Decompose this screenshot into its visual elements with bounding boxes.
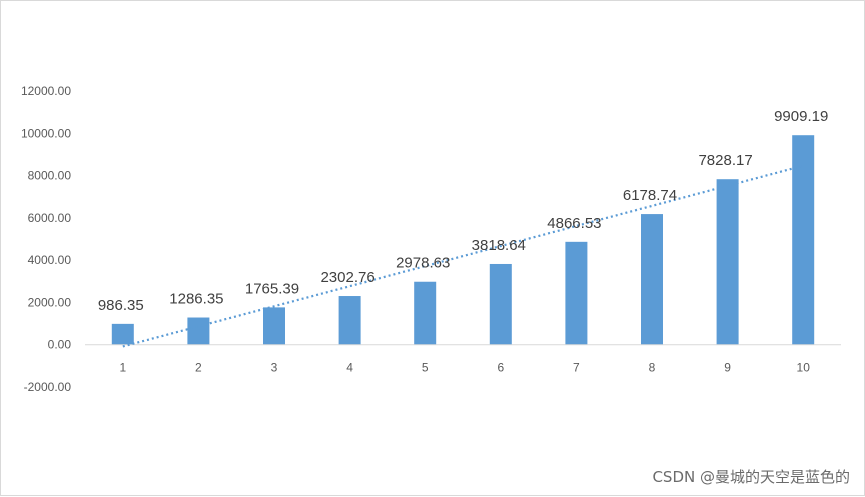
x-tick-label: 10: [797, 361, 811, 375]
y-tick-label: 6000.00: [28, 211, 72, 225]
bar: [111, 323, 134, 345]
y-tick-label: -2000.00: [24, 380, 72, 394]
bar: [414, 281, 437, 345]
bar: [187, 317, 210, 345]
data-label: 4866.53: [547, 215, 601, 232]
x-tick-label: 1: [119, 361, 126, 375]
bar: [338, 296, 361, 345]
data-label: 3818.64: [472, 237, 526, 254]
data-label: 1286.35: [169, 291, 223, 308]
linear-trendline: [122, 164, 804, 348]
data-label: 9909.19: [774, 108, 828, 125]
bar: [263, 307, 285, 345]
y-axis-ticks: -2000.00 0.00 2000.00 4000.00 6000.00 8000.00…: [21, 84, 71, 394]
bar: [565, 241, 588, 345]
watermark: CSDN @曼城的天空是蓝色的: [652, 468, 850, 486]
x-tick-label: 9: [724, 361, 731, 375]
x-tick-label: 2: [195, 361, 202, 375]
data-label: 2302.76: [320, 269, 374, 286]
data-label: 1765.39: [245, 280, 299, 297]
bar: [489, 263, 512, 345]
y-tick-label: 2000.00: [28, 295, 72, 309]
data-labels: 986.35 1286.35 1765.39 2302.76 2978.63 3818.6…: [98, 108, 828, 314]
bars: [111, 135, 815, 345]
data-label: 986.35: [98, 297, 144, 314]
y-tick-label: 8000.00: [28, 169, 72, 183]
y-tick-label: 4000.00: [28, 253, 72, 267]
y-tick-label: 10000.00: [21, 126, 71, 140]
x-axis-ticks: 1 2 3 4 5 6 7 8 9 10: [119, 361, 810, 375]
data-label: 7828.17: [698, 152, 752, 169]
bar: [641, 214, 663, 345]
y-tick-label: 12000.00: [21, 84, 71, 98]
x-tick-label: 6: [497, 361, 504, 375]
y-tick-label: 0.00: [48, 338, 72, 352]
data-label: 2978.63: [396, 255, 450, 272]
bar: [716, 179, 739, 345]
data-label: 6178.74: [623, 187, 677, 204]
x-tick-label: 5: [422, 361, 429, 375]
x-tick-label: 7: [573, 361, 580, 375]
x-tick-label: 8: [649, 361, 656, 375]
x-tick-label: 4: [346, 361, 353, 375]
bar: [792, 135, 815, 345]
x-tick-label: 3: [271, 361, 278, 375]
